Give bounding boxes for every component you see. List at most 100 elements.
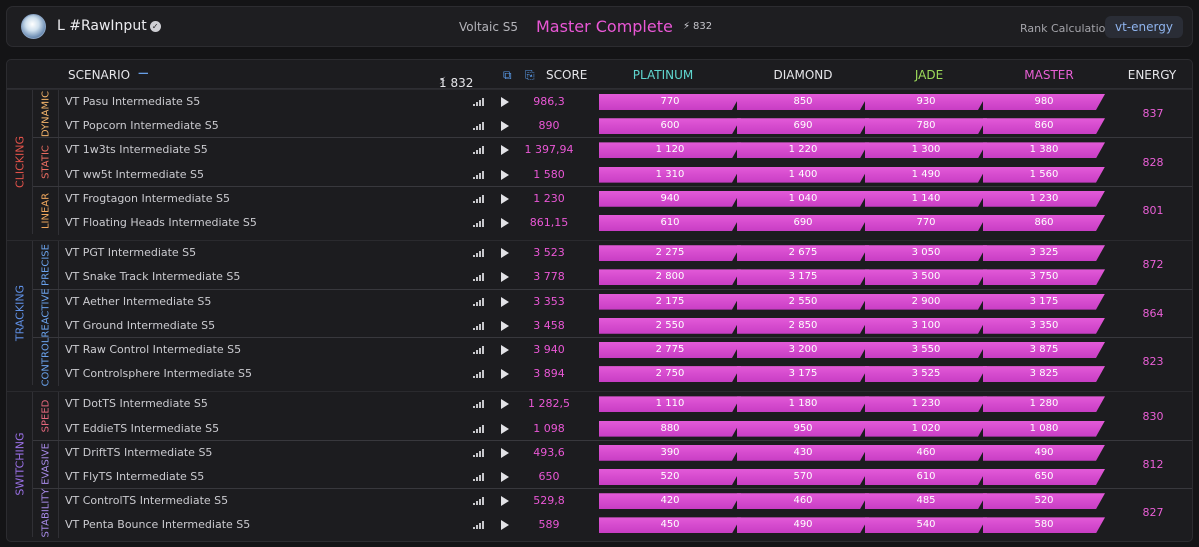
scenario-row[interactable]: VT Snake Track Intermediate S5 3 778 2 800…	[59, 265, 1193, 289]
diamond-threshold: 1 400	[737, 167, 869, 183]
play-icon[interactable]	[501, 496, 509, 507]
scenario-score: 3 458	[533, 318, 565, 332]
scenario-name[interactable]: VT 1w3ts Intermediate S5	[65, 143, 208, 157]
scenario-name[interactable]: VT Penta Bounce Intermediate S5	[65, 518, 251, 532]
play-icon[interactable]	[501, 320, 509, 331]
category-group-switching: SWITCHING SPEED VT DotTS Intermediate S5 1 …	[7, 391, 1193, 538]
scenario-name[interactable]: VT DotTS Intermediate S5	[65, 397, 208, 411]
scenario-row[interactable]: VT 1w3ts Intermediate S5 1 397,94 1 120 1 2…	[59, 138, 1193, 162]
scenario-name[interactable]: VT Popcorn Intermediate S5	[65, 119, 219, 133]
rank-calculation-label: Rank Calculation	[1020, 22, 1113, 35]
signal-bars-icon[interactable]	[473, 122, 484, 131]
subcategory-cell: STATIC	[33, 138, 59, 186]
signal-bars-icon[interactable]	[473, 321, 484, 330]
scenario-score: 861,15	[529, 215, 569, 229]
scenario-score: 650	[538, 469, 560, 483]
scenario-name[interactable]: VT EddieTS Intermediate S5	[65, 421, 220, 435]
scenario-row[interactable]: VT DotTS Intermediate S5 1 282,5 1 110 1 18…	[59, 392, 1193, 416]
play-icon[interactable]	[501, 169, 509, 180]
signal-bars-icon[interactable]	[473, 218, 484, 227]
username[interactable]: L #RawInput ✓	[57, 18, 161, 34]
export-icon[interactable]: ⎘	[525, 68, 535, 82]
scenario-name[interactable]: VT PGT Intermediate S5	[65, 246, 197, 260]
play-icon[interactable]	[501, 248, 509, 259]
diamond-threshold: 2 850	[737, 318, 869, 334]
copy-icon[interactable]: ⧉	[503, 68, 512, 82]
signal-bars-icon[interactable]	[473, 249, 484, 258]
signal-bars-icon[interactable]	[473, 521, 484, 530]
play-icon[interactable]	[501, 471, 509, 482]
scenario-score: 1 580	[533, 167, 565, 181]
play-icon[interactable]	[501, 296, 509, 307]
subcategory-energy: 827	[1142, 506, 1164, 520]
play-icon[interactable]	[501, 447, 509, 458]
scenario-row[interactable]: VT Pasu Intermediate S5 986,3 770 850 930 980	[59, 90, 1193, 114]
avatar[interactable]	[21, 14, 46, 39]
play-icon[interactable]	[501, 193, 509, 204]
signal-bars-icon[interactable]	[473, 194, 484, 203]
signal-bars-icon[interactable]	[473, 472, 484, 481]
scenario-name[interactable]: VT Snake Track Intermediate S5	[65, 270, 241, 284]
scenario-name[interactable]: VT ControlTS Intermediate S5	[65, 494, 229, 508]
signal-bars-icon[interactable]	[473, 448, 484, 457]
scenario-row[interactable]: VT Popcorn Intermediate S5 890 600 690 780 86…	[59, 114, 1193, 138]
scenario-row[interactable]: VT EddieTS Intermediate S5 1 098 880 950 1 0…	[59, 417, 1193, 441]
bolt-icon: ⚡	[683, 21, 691, 32]
signal-bars-icon[interactable]	[473, 297, 484, 306]
collapse-button[interactable]: −	[137, 64, 150, 82]
scenario-row[interactable]: VT Frogtagon Intermediate S5 1 230 940 1 04…	[59, 187, 1193, 211]
jade-threshold: 485	[865, 493, 987, 509]
scenario-name[interactable]: VT Pasu Intermediate S5	[65, 95, 201, 108]
signal-bars-icon[interactable]	[473, 98, 484, 106]
signal-bars-icon[interactable]	[473, 370, 484, 379]
verified-icon: ✓	[149, 21, 161, 32]
scenario-row[interactable]: VT Controlsphere Intermediate S5 3 894 2 7…	[59, 362, 1193, 386]
play-icon[interactable]	[501, 145, 509, 156]
signal-bars-icon[interactable]	[473, 400, 484, 409]
scenario-row[interactable]: VT Ground Intermediate S5 3 458 2 550 2 850…	[59, 314, 1193, 338]
diamond-threshold: 2 550	[737, 294, 869, 310]
scenario-score: 589	[538, 518, 560, 532]
signal-bars-icon[interactable]	[473, 345, 484, 354]
scenario-name[interactable]: VT Floating Heads Intermediate S5	[65, 215, 257, 229]
scenario-name[interactable]: VT Controlsphere Intermediate S5	[65, 367, 252, 381]
play-icon[interactable]	[501, 272, 509, 283]
scenario-row[interactable]: VT Raw Control Intermediate S5 3 940 2 775…	[59, 338, 1193, 362]
scenario-row[interactable]: VT Floating Heads Intermediate S5 861,15 6…	[59, 211, 1193, 235]
jade-threshold: 3 100	[865, 318, 987, 334]
jade-threshold: 3 550	[865, 342, 987, 358]
jade-threshold: 770	[865, 215, 987, 231]
scenario-name[interactable]: VT Ground Intermediate S5	[65, 318, 216, 332]
signal-bars-icon[interactable]	[473, 170, 484, 179]
signal-bars-icon[interactable]	[473, 424, 484, 433]
play-icon[interactable]	[501, 121, 509, 132]
scenario-name[interactable]: VT Raw Control Intermediate S5	[65, 342, 242, 356]
signal-bars-icon[interactable]	[473, 273, 484, 282]
scenario-name[interactable]: VT DriftTS Intermediate S5	[65, 445, 213, 459]
play-icon[interactable]	[501, 423, 509, 434]
scenario-row[interactable]: VT ControlTS Intermediate S5 529,8 420 460 4…	[59, 489, 1193, 513]
scenario-name[interactable]: VT Aether Intermediate S5	[65, 294, 212, 308]
jade-threshold: 460	[865, 445, 987, 461]
play-icon[interactable]	[501, 344, 509, 355]
play-icon[interactable]	[501, 369, 509, 380]
signal-bars-icon[interactable]	[473, 497, 484, 506]
scenario-name[interactable]: VT Frogtagon Intermediate S5	[65, 191, 230, 205]
play-icon[interactable]	[501, 97, 509, 107]
scenario-row[interactable]: VT ww5t Intermediate S5 1 580 1 310 1 400 1 …	[59, 163, 1193, 187]
scenario-row[interactable]: VT FlyTS Intermediate S5 650 520 570 610 650	[59, 465, 1193, 489]
scenario-row[interactable]: VT Aether Intermediate S5 3 353 2 175 2 550…	[59, 290, 1193, 314]
subcategory-precise: PRECISE VT PGT Intermediate S5 3 523 2 275 2…	[33, 241, 1193, 290]
signal-bars-icon[interactable]	[473, 146, 484, 155]
scenario-row[interactable]: VT Penta Bounce Intermediate S5 589 450 490…	[59, 513, 1193, 537]
play-icon[interactable]	[501, 520, 509, 531]
header-platinum: PLATINUM	[632, 68, 694, 82]
scenario-name[interactable]: VT ww5t Intermediate S5	[65, 167, 204, 181]
scenario-row[interactable]: VT PGT Intermediate S5 3 523 2 275 2 675 3 0…	[59, 241, 1193, 265]
play-icon[interactable]	[501, 217, 509, 228]
scenario-row[interactable]: VT DriftTS Intermediate S5 493,6 390 430 460…	[59, 441, 1193, 465]
header-energy: ENERGY	[1127, 68, 1177, 82]
scenario-name[interactable]: VT FlyTS Intermediate S5	[65, 469, 205, 483]
play-icon[interactable]	[501, 399, 509, 410]
rank-calculation-select[interactable]: vt-energy	[1105, 16, 1183, 38]
